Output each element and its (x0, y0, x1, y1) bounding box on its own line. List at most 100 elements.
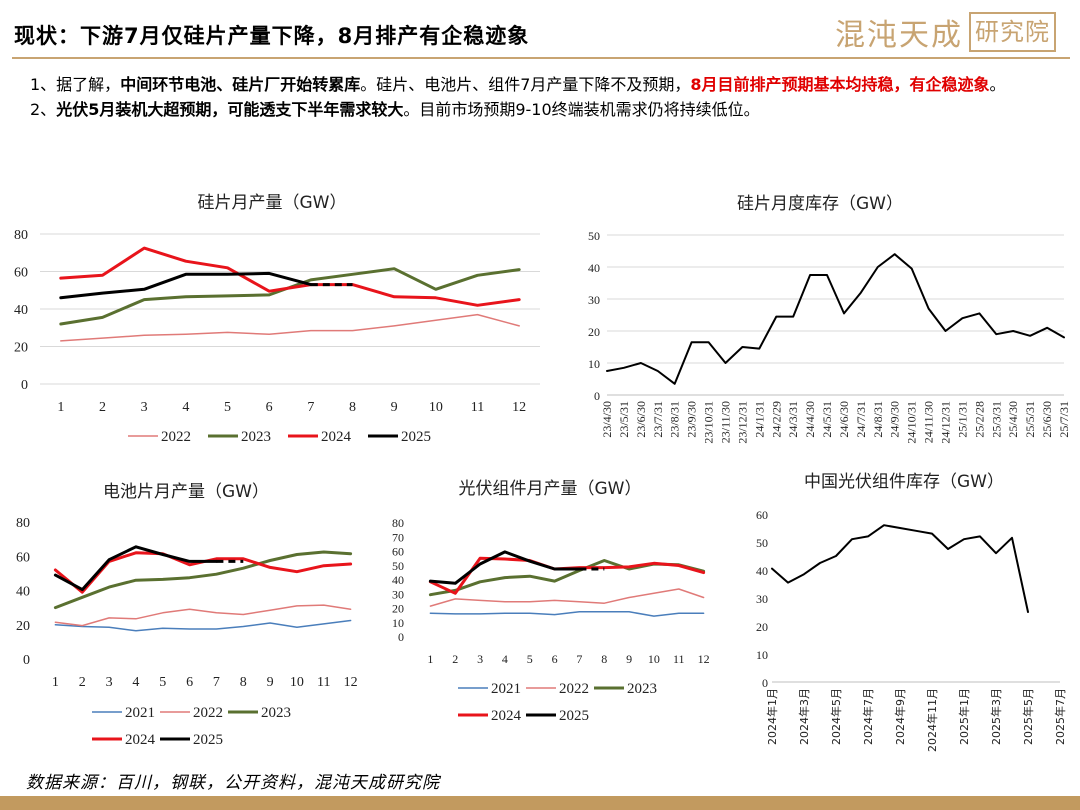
y-tick-label: 10 (392, 616, 404, 630)
legend-label: 2023 (241, 429, 271, 445)
legend-label: 2023 (627, 681, 657, 697)
x-tick-label: 24/10/31 (905, 401, 919, 444)
bullet-1-c: 。硅片、电池片、组件7月产量下降不及预期， (360, 75, 691, 94)
y-tick-label: 80 (392, 516, 404, 530)
y-tick-label: 0 (762, 676, 768, 690)
x-tick-label: 2024年3月 (797, 688, 811, 745)
x-tick-label: 2024年7月 (861, 688, 875, 745)
x-tick-label: 2 (99, 400, 106, 415)
y-tick-label: 50 (756, 536, 768, 550)
legend-label: 2021 (125, 705, 155, 721)
x-tick-label: 23/7/31 (651, 401, 665, 438)
series-line-2025 (53, 545, 218, 592)
x-tick-label: 12 (344, 675, 358, 690)
y-tick-label: 20 (14, 341, 28, 356)
chart-title: 硅片月度库存（GW） (737, 194, 903, 214)
x-tick-label: 23/5/31 (617, 401, 631, 438)
x-tick-label: 2024年11月 (925, 688, 939, 752)
x-tick-label: 25/7/31 (1057, 401, 1071, 438)
legend-label: 2024 (321, 429, 352, 445)
brand-box: 研究院 (969, 12, 1056, 52)
legend-label: 2025 (559, 708, 589, 724)
legend-label: 2022 (161, 429, 191, 445)
footer-bar (0, 796, 1080, 810)
x-tick-label: 24/6/30 (837, 401, 851, 438)
legend-label: 2024 (491, 708, 522, 724)
x-tick-label: 4 (132, 675, 139, 690)
series-line-2023 (59, 267, 521, 326)
x-tick-label: 24/5/31 (820, 401, 834, 438)
x-tick-label: 6 (186, 675, 193, 690)
x-tick-label: 12 (698, 652, 710, 666)
x-tick-label: 8 (240, 675, 247, 690)
y-tick-label: 50 (588, 229, 600, 243)
x-tick-label: 11 (317, 675, 330, 690)
x-tick-label: 2 (79, 675, 86, 690)
series-line-2021 (54, 619, 352, 632)
x-tick-label: 10 (429, 400, 443, 415)
y-tick-label: 20 (16, 619, 30, 634)
x-tick-label: 24/8/31 (871, 401, 885, 438)
legend-label: 2025 (401, 429, 431, 445)
wafer-inventory-chart: 硅片月度库存（GW） 0 10 20 30 40 50 23/4/30 23/5/31 23/6/… (560, 182, 1080, 472)
x-tick-label: 25/3/31 (989, 401, 1003, 438)
y-tick-label: 40 (392, 573, 404, 587)
legend-label: 2021 (491, 681, 521, 697)
legend-label: 2022 (193, 705, 223, 721)
x-tick-label: 2024年1月 (765, 688, 779, 745)
cell-output-chart: 电池片月产量（GW） 0 20 40 60 80 1 2 3 4 5 6 7 8 9 10 11 12 2021 20… (0, 470, 380, 760)
x-tick-label: 24/3/31 (786, 401, 800, 438)
x-tick-label: 23/9/30 (685, 401, 699, 438)
x-tick-label: 1 (427, 652, 433, 666)
chart-title: 光伏组件月产量（GW） (459, 479, 642, 499)
x-tick-label: 23/8/31 (668, 401, 682, 438)
legend-label: 2025 (193, 732, 223, 748)
brand-logo: 混沌天成 研究院 (835, 10, 1056, 54)
x-tick-label: 9 (626, 652, 632, 666)
x-tick-label: 8 (601, 652, 607, 666)
x-tick-label: 24/11/30 (922, 401, 936, 443)
x-tick-label: 23/4/30 (600, 401, 614, 438)
series-line-2023 (428, 559, 706, 597)
wafer-output-chart: 硅片月产量（GW） 0 20 40 60 80 1 2 3 4 5 6 7 8 9 10 11 12 2022 202… (0, 182, 560, 452)
x-tick-label: 9 (391, 400, 398, 415)
x-tick-label: 25/1/31 (955, 401, 969, 438)
title-rule (12, 57, 1070, 59)
x-tick-label: 5 (159, 675, 166, 690)
series-line-2025 (59, 271, 313, 300)
x-tick-label: 25/4/30 (1006, 401, 1020, 438)
series-line-2023 (53, 550, 353, 610)
x-tick-label: 2025年1月 (957, 688, 971, 745)
x-tick-label: 23/10/31 (702, 401, 716, 444)
x-tick-label: 1 (57, 400, 64, 415)
x-tick-label: 2025年7月 (1053, 688, 1067, 745)
x-tick-label: 10 (648, 652, 660, 666)
bullet-2-b: 光伏5月装机大超预期，可能透支下半年需求较大 (56, 100, 404, 119)
x-tick-label: 2025年3月 (989, 688, 1003, 745)
x-tick-label: 25/5/31 (1023, 401, 1037, 438)
page-title: 现状：下游7月仅硅片产量下降，8月排产有企稳迹象 (14, 24, 530, 48)
x-tick-label: 4 (502, 652, 508, 666)
bullet-2-c: 。目前市场预期9-10终端装机需求仍将持续低位。 (403, 100, 760, 119)
y-tick-label: 80 (16, 516, 30, 531)
series-line-2022 (54, 604, 352, 627)
y-tick-label: 60 (14, 266, 28, 281)
y-tick-label: 60 (16, 550, 30, 565)
x-tick-label: 24/12/31 (939, 401, 953, 444)
series-line-2024 (53, 551, 353, 594)
y-tick-label: 20 (588, 325, 600, 339)
legend-label: 2024 (125, 732, 156, 748)
x-tick-label: 24/1/31 (752, 401, 766, 438)
x-tick-label: 24/7/31 (854, 401, 868, 438)
y-tick-label: 40 (756, 564, 768, 578)
bullet-1-b: 中间环节电池、硅片厂开始转累库 (120, 75, 361, 94)
chart-title: 电池片月产量（GW） (103, 482, 269, 502)
header: 现状：下游7月仅硅片产量下降，8月排产有企稳迹象 混沌天成 研究院 (0, 0, 1080, 62)
module-output-chart: 光伏组件月产量（GW） 0 10 20 30 40 50 60 70 80 1 2 3 4 5 6 7 8 9 10 1… (380, 470, 720, 730)
series-line-2024 (59, 246, 521, 307)
x-tick-label: 2 (452, 652, 458, 666)
x-tick-label: 24/4/30 (803, 401, 817, 438)
y-tick-label: 30 (392, 587, 404, 601)
x-tick-label: 6 (266, 400, 273, 415)
